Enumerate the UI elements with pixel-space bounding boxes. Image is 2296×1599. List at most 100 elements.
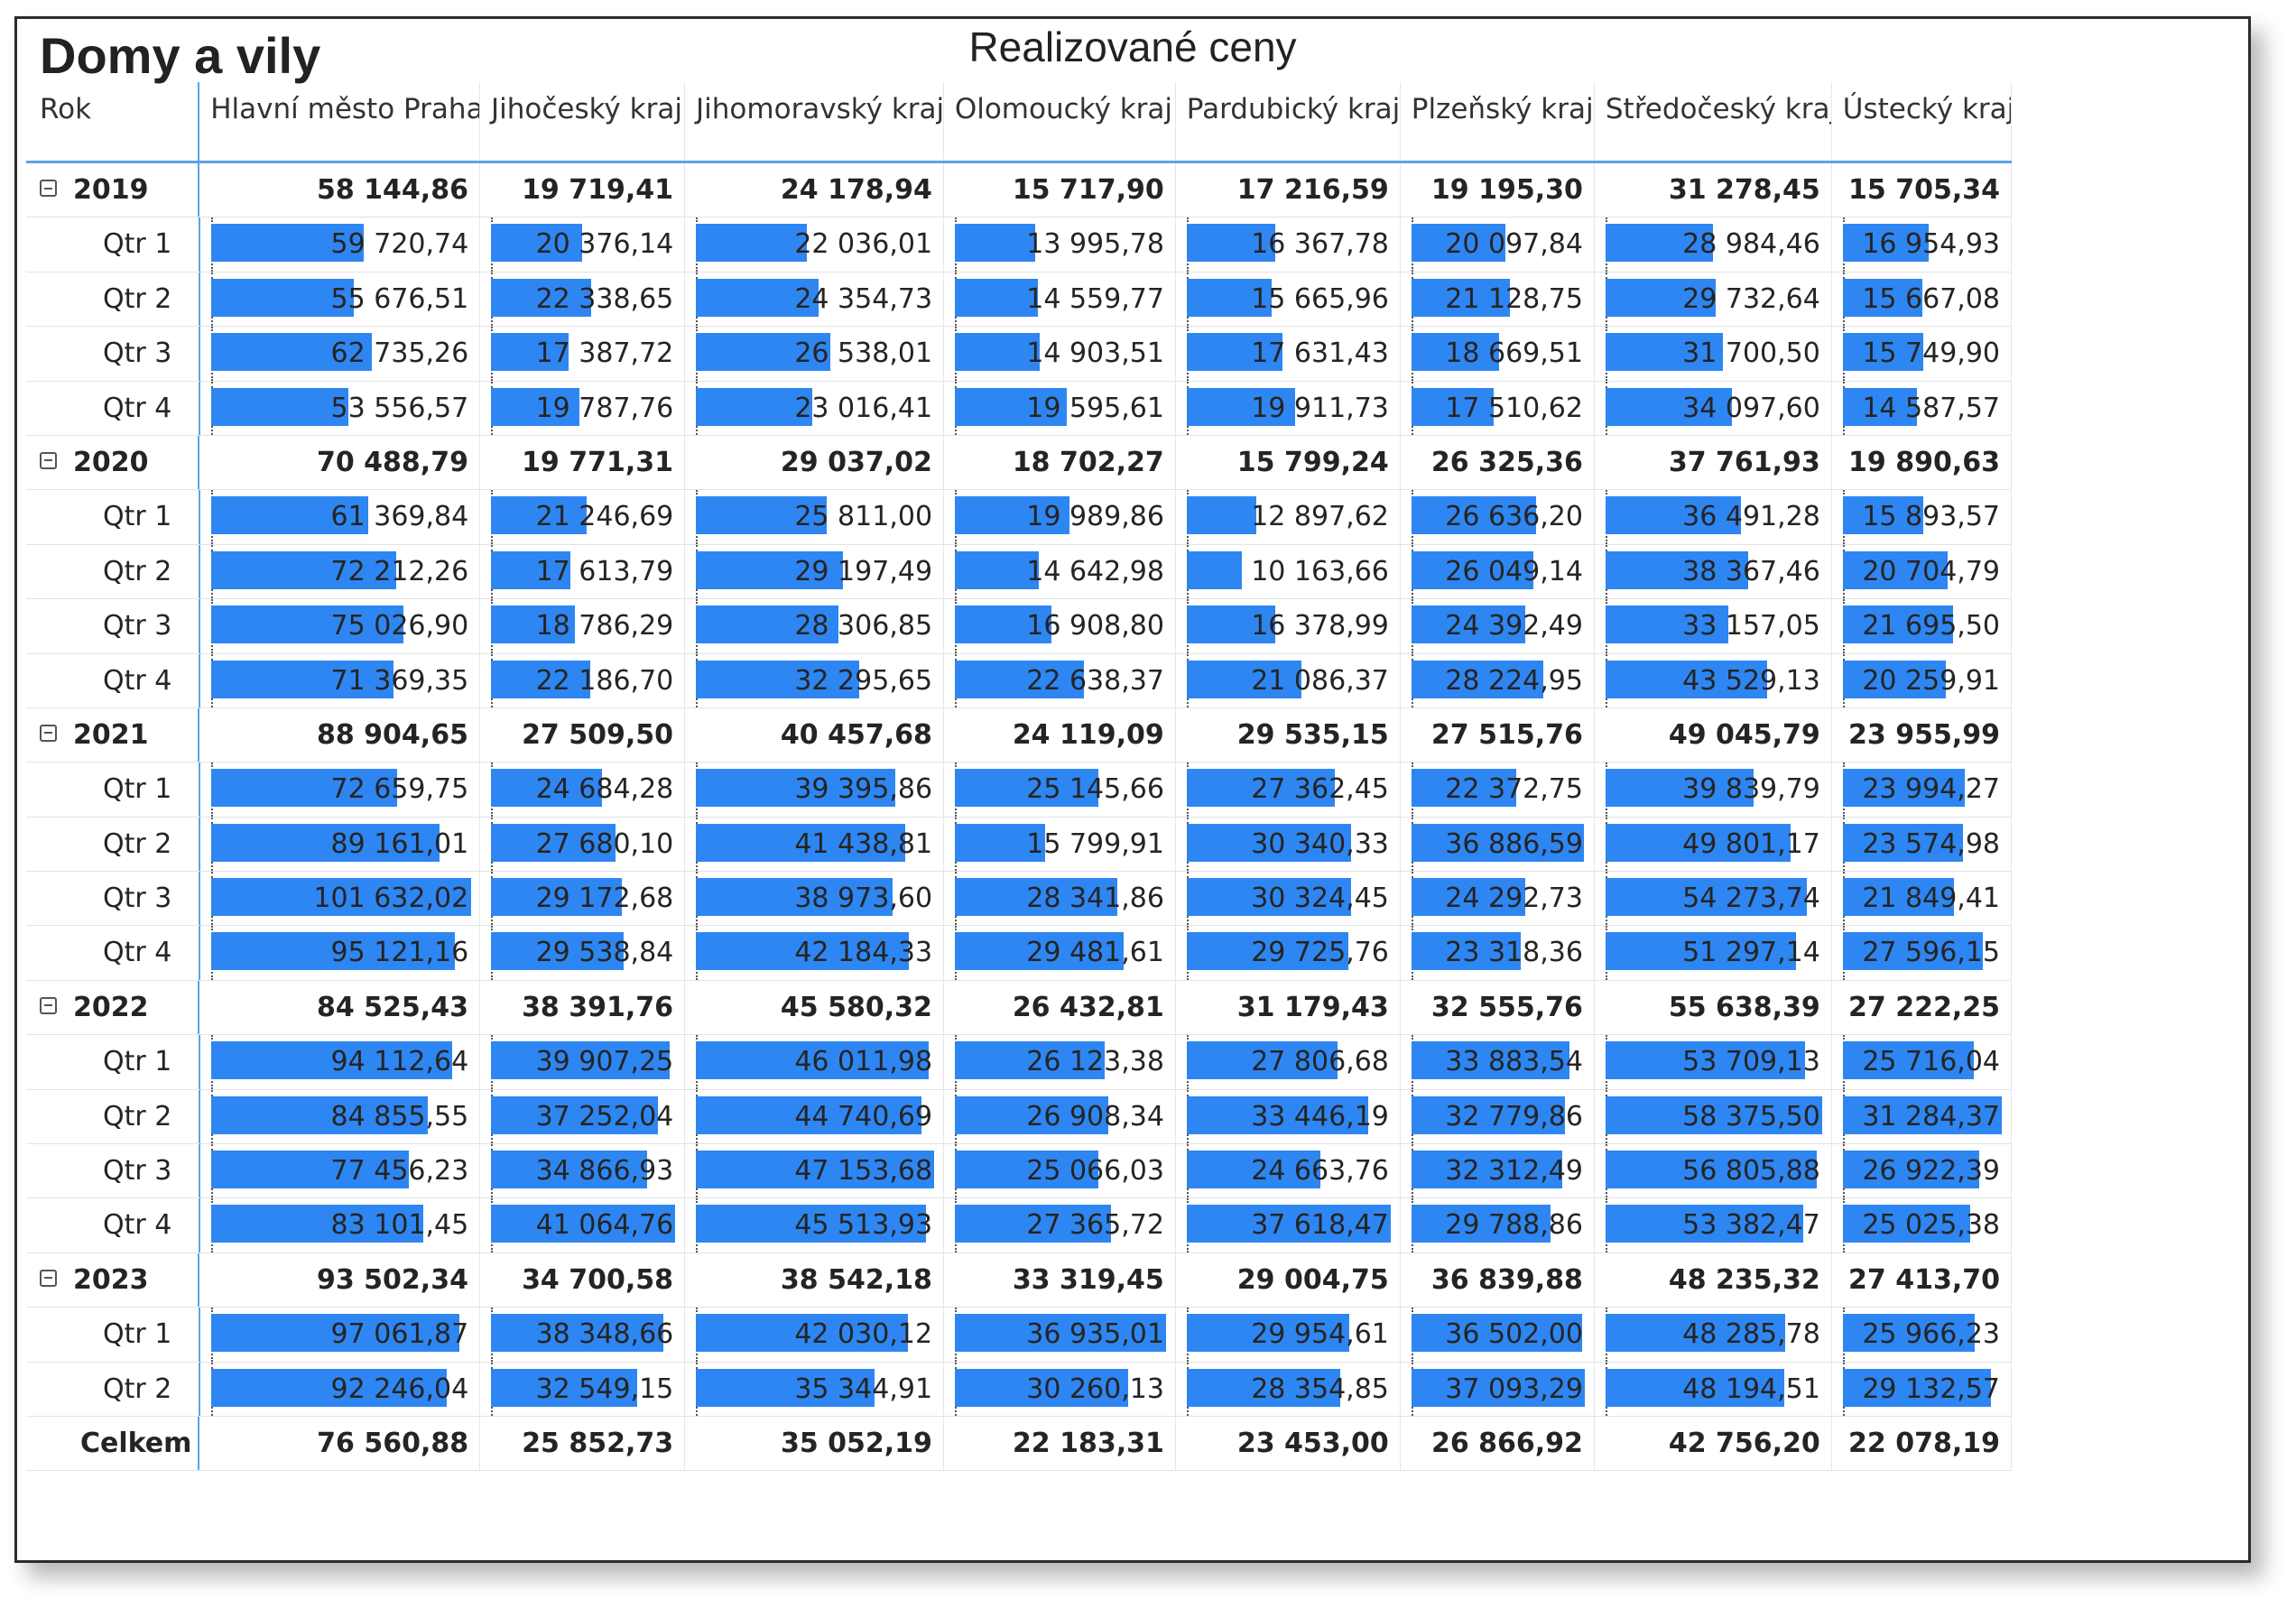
data-bar [1605,387,1732,426]
column-header-region[interactable]: Hlavní město Praha [199,82,480,161]
value-text: 14 642,98 [1026,555,1164,587]
data-bar [696,932,910,971]
data-bar [1605,1314,1785,1353]
column-header-region[interactable]: Jihočeský kraj [480,82,686,161]
value-text: 97 061,87 [330,1318,469,1351]
quarter-label: Qtr 1 [26,763,200,817]
total-row: Celkem 76 560,88 25 852,73 35 052,19 22 183,… [26,1416,2012,1472]
visual-title: Realizované ceny [968,23,1297,70]
value-cell: 32 295,65 [685,653,945,707]
quarter-row: Qtr 1 59 720,74 20 376,14 22 036,01 13 995,7… [26,217,2013,273]
total-label: Celkem [26,1416,200,1471]
column-header-region[interactable]: Středočeský kraj [1595,82,1832,161]
value-text: 25 716,04 [1862,1046,2001,1078]
value-text: 77 456,23 [330,1155,469,1188]
value-cell: 27 365,72 [944,1198,1176,1252]
value-cell: 15 749,90 [1832,327,2013,381]
value-cell: 19 989,86 [944,490,1176,544]
value-cell: 94 112,64 [200,1035,481,1089]
collapse-icon[interactable] [40,180,57,197]
value-cell: 27 222,25 [1832,980,2012,1035]
data-bar [1186,878,1351,917]
column-header-region[interactable]: Olomoucký kraj [944,82,1176,161]
value-text: 49 045,79 [1668,718,1820,751]
quarter-row: Qtr 3 62 735,26 17 387,72 26 538,01 14 903,5… [26,327,2013,382]
value-cell: 55 676,51 [200,272,481,327]
row-label-text: Qtr 4 [103,1209,172,1242]
value-cell: 16 908,80 [944,599,1176,653]
value-text: 21 849,41 [1862,883,2001,915]
value-text: 55 638,39 [1668,991,1820,1023]
data-bar [210,496,368,535]
value-text: 38 391,76 [522,991,674,1023]
value-text: 16 908,80 [1026,610,1164,642]
data-bar [1842,823,1963,862]
value-cell: 25 066,03 [944,1144,1176,1198]
value-text: 34 866,93 [535,1155,674,1188]
quarter-row: Qtr 2 92 246,04 32 549,15 35 344,91 30 260,1… [26,1362,2013,1417]
value-text: 27 509,50 [522,718,674,751]
collapse-icon[interactable] [40,724,57,742]
column-header-region[interactable]: Jihomoravský kraj [685,82,944,161]
value-text: 40 457,68 [780,718,932,751]
value-text: 20 259,91 [1862,664,2001,697]
value-cell: 29 481,61 [944,926,1176,980]
value-text: 26 908,34 [1026,1100,1164,1132]
year-row: 2019 58 144,86 19 719,41 24 178,94 15 717,90… [26,163,2012,218]
data-bar [955,224,1036,263]
value-cell: 19 195,30 [1401,163,1595,217]
value-cell: 26 123,38 [944,1035,1176,1089]
data-bar [955,1368,1129,1407]
value-text: 15 717,90 [1012,174,1164,206]
value-cell: 25 025,38 [1832,1198,2013,1252]
value-cell: 15 717,90 [944,163,1176,217]
value-cell: 23 994,27 [1832,763,2013,817]
value-text: 35 052,19 [780,1427,932,1459]
value-cell: 17 216,59 [1176,163,1401,217]
data-bar [1842,496,1923,535]
value-text: 15 705,34 [1848,174,2000,206]
collapse-icon[interactable] [40,1269,57,1287]
collapse-icon[interactable] [40,451,57,469]
value-text: 37 093,29 [1445,1373,1583,1405]
value-text: 31 278,45 [1668,174,1820,206]
value-cell: 17 387,72 [480,327,686,381]
data-bar [491,660,591,698]
value-cell: 21 086,37 [1176,653,1401,707]
value-cell: 48 235,32 [1595,1252,1832,1308]
value-cell: 20 097,84 [1401,217,1595,272]
data-bar [696,496,828,535]
data-bar [1186,1205,1391,1243]
value-cell: 30 260,13 [944,1362,1176,1416]
value-cell: 19 771,31 [480,435,686,490]
value-cell: 95 121,16 [200,926,481,980]
column-header-region[interactable]: Ústecký kraj [1832,82,2012,161]
value-cell: 24 292,73 [1401,872,1595,926]
data-bar [1842,278,1922,317]
value-text: 19 195,30 [1430,174,1583,206]
quarter-row: Qtr 3 101 632,02 29 172,68 38 973,60 28 341,… [26,872,2013,927]
data-bar [1842,878,1954,917]
column-header-region[interactable]: Plzeňský kraj [1401,82,1595,161]
data-bar [491,387,580,426]
data-bar [1186,496,1256,535]
data-bar [1842,1368,1991,1407]
data-bar [955,660,1085,698]
quarter-label: Qtr 2 [26,272,200,327]
value-text: 37 618,47 [1251,1209,1389,1242]
value-text: 30 340,33 [1251,827,1389,860]
value-cell: 29 538,84 [480,926,686,980]
column-header-rok[interactable]: Rok [26,82,200,161]
data-bar [1186,387,1295,426]
value-cell: 27 509,50 [480,707,686,763]
value-cell: 38 542,18 [685,1252,944,1308]
value-text: 48 194,51 [1682,1373,1820,1405]
value-cell: 24 684,28 [480,763,686,817]
value-text: 16 954,93 [1862,228,2001,261]
collapse-icon[interactable] [40,996,57,1014]
quarter-row: Qtr 4 71 369,35 22 186,70 32 295,65 22 638,3… [26,653,2013,708]
value-text: 36 886,59 [1445,827,1583,860]
column-header-region[interactable]: Pardubický kraj [1176,82,1401,161]
value-text: 27 413,70 [1848,1263,2000,1296]
data-bar [696,769,896,808]
